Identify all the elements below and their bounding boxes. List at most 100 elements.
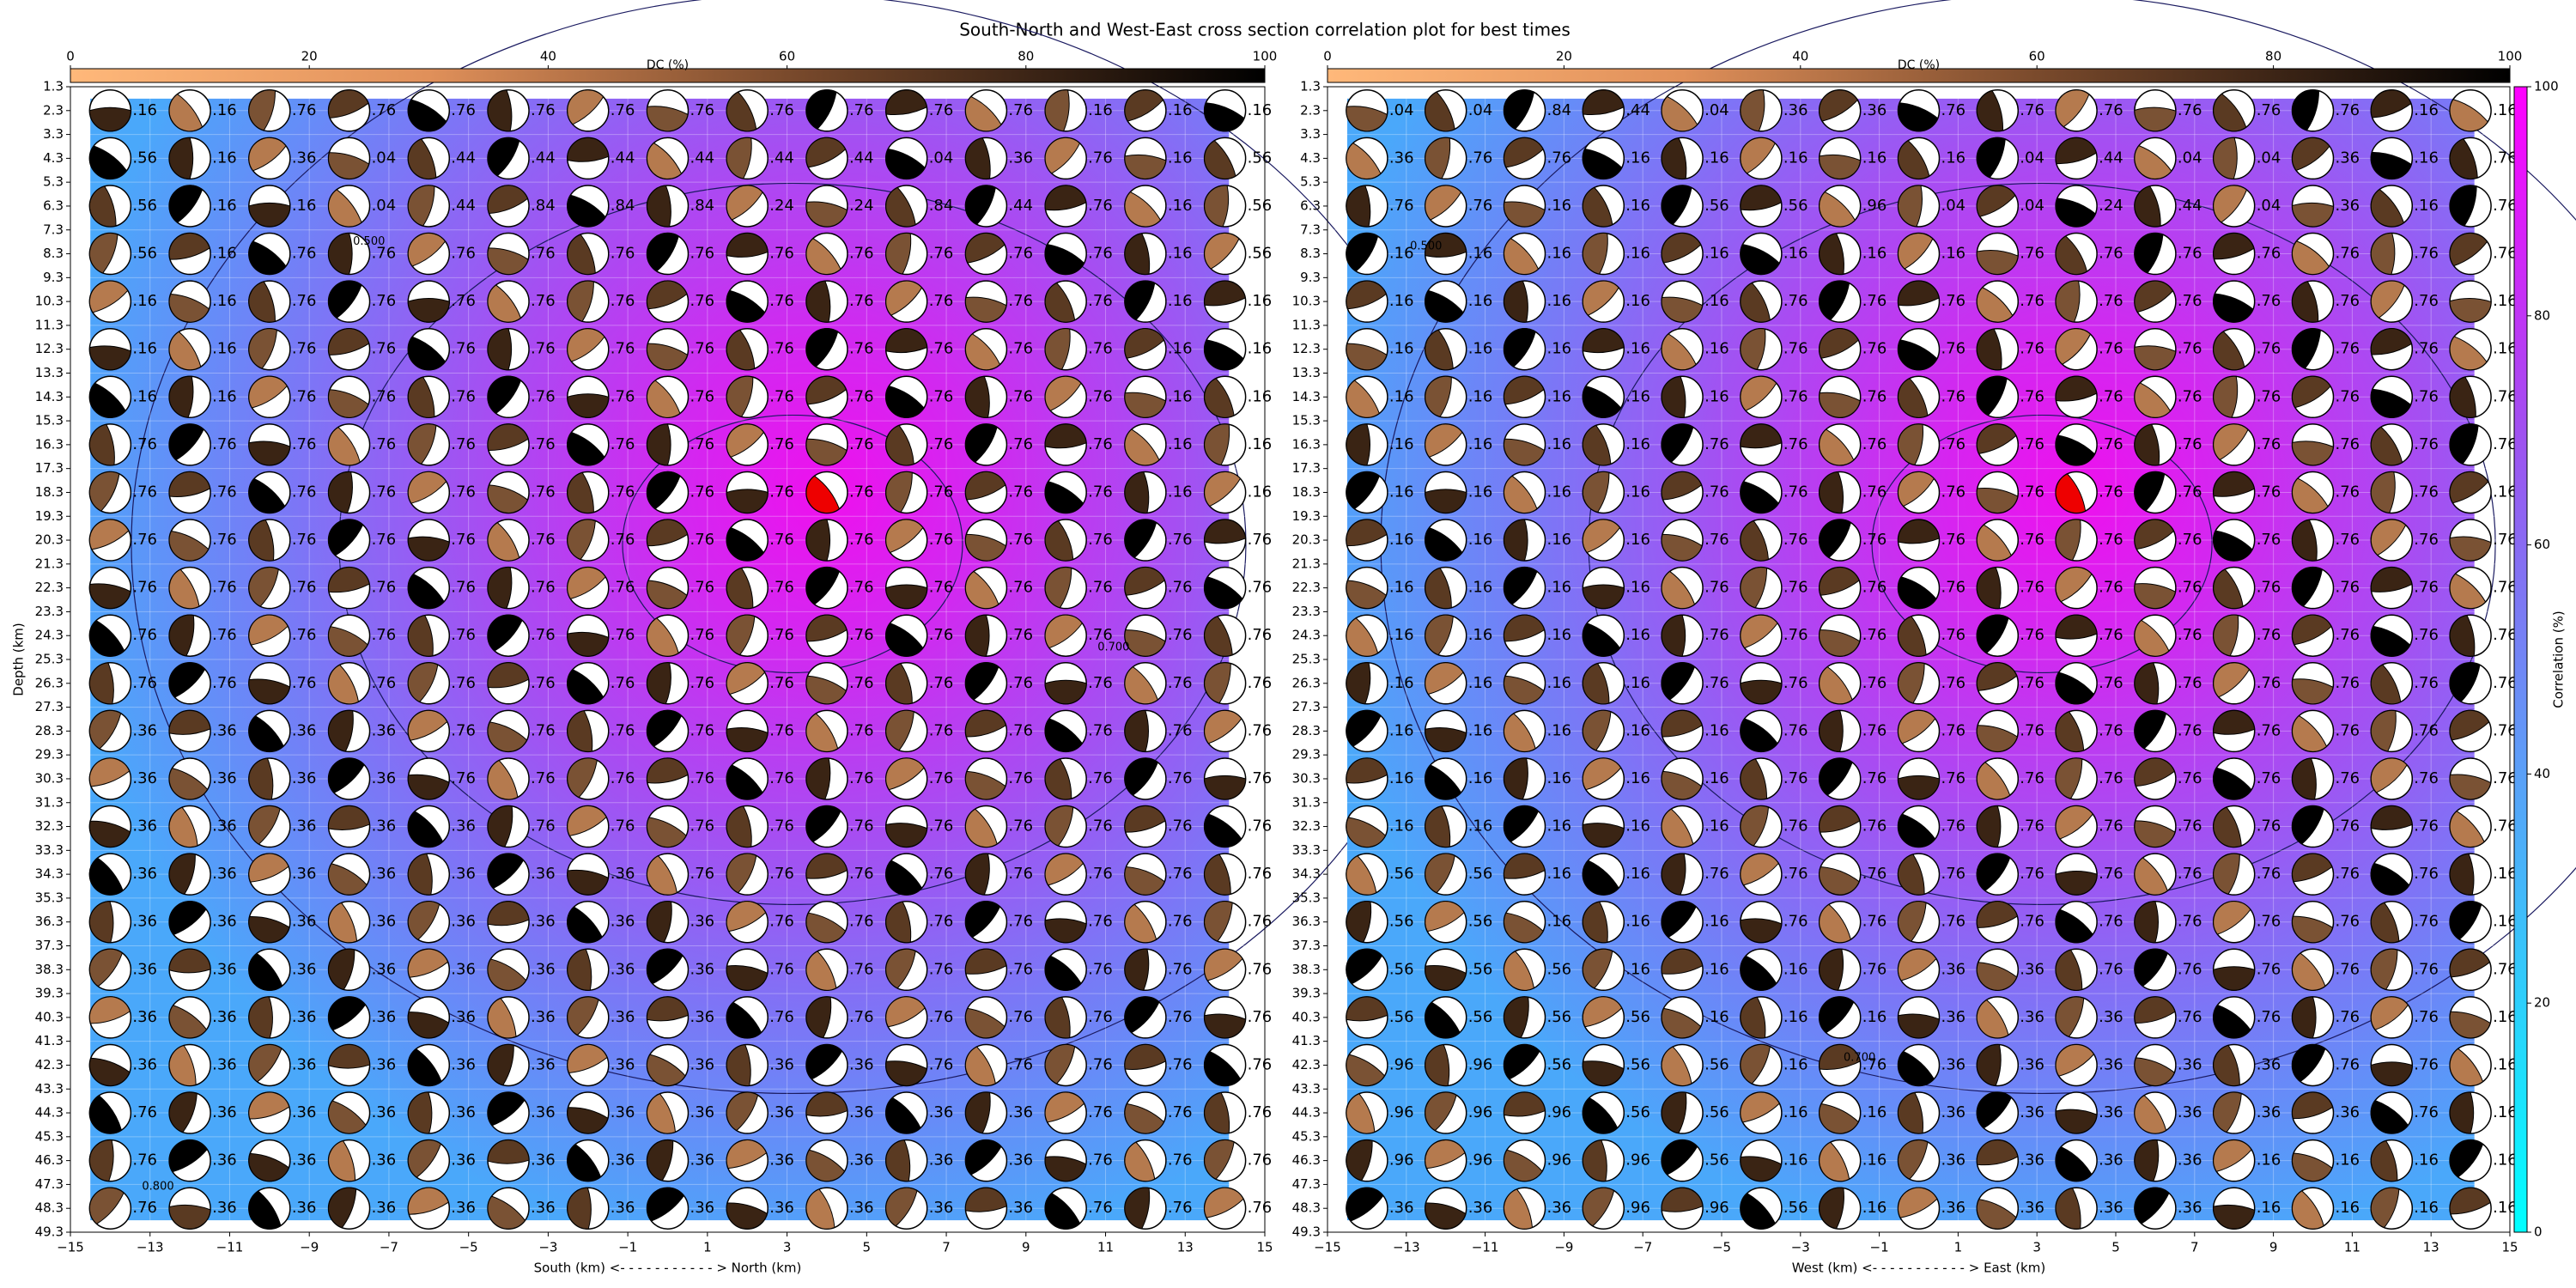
- beachball-quadrant: [2055, 434, 2096, 465]
- beachball-quadrant: [1204, 576, 1243, 610]
- correlation-label: .76: [2257, 292, 2281, 310]
- y-tick-label: 32.3: [1292, 818, 1321, 834]
- beachball-quadrant: [1504, 438, 1546, 466]
- beachball-quadrant: [726, 526, 765, 562]
- beachball-quadrant: [2055, 89, 2090, 128]
- beachball-quadrant: [2449, 1048, 2484, 1086]
- correlation-label: .16: [2493, 292, 2518, 310]
- beachball-quadrant: [1661, 770, 1703, 800]
- correlation-label: .36: [1008, 149, 1033, 167]
- beachball-quadrant: [1044, 918, 1087, 944]
- correlation-label: .76: [929, 1055, 954, 1073]
- correlation-label: .16: [1389, 674, 1414, 692]
- beachball-quadrant: [1976, 250, 2019, 276]
- beachball-quadrant: [1976, 375, 2008, 416]
- correlation-label: .76: [1088, 626, 1113, 644]
- correlation-label: .76: [849, 531, 874, 549]
- beachball-quadrant: [2213, 375, 2239, 418]
- dc-tick-label: 80: [2265, 49, 2281, 64]
- correlation-label: .76: [849, 579, 874, 597]
- correlation-label: .16: [1547, 769, 1572, 787]
- beachball-quadrant: [168, 1044, 197, 1086]
- beachball-quadrant: [965, 185, 996, 225]
- beachball-quadrant: [2449, 811, 2485, 848]
- beachball-quadrant: [1124, 280, 1156, 321]
- beachball-quadrant: [1425, 329, 1454, 371]
- correlation-label: .36: [2099, 1008, 2123, 1026]
- beachball-quadrant: [2449, 710, 2490, 741]
- beachball-quadrant: [1898, 1091, 1923, 1134]
- correlation-label: .36: [849, 1103, 874, 1121]
- beachball-quadrant: [248, 1152, 289, 1182]
- beachball-quadrant: [2292, 805, 2324, 845]
- correlation-label: .76: [2257, 913, 2281, 931]
- y-tick-label: 37.3: [1292, 938, 1321, 953]
- beachball-quadrant: [1346, 1188, 1384, 1222]
- correlation-label: .56: [132, 149, 157, 167]
- correlation-label: .76: [1168, 626, 1193, 644]
- beachball-quadrant: [1898, 1139, 1929, 1180]
- y-tick-label: 23.3: [35, 604, 64, 619]
- correlation-label: .76: [1941, 387, 1966, 405]
- beachball-quadrant: [2371, 1187, 2400, 1229]
- correlation-label: .36: [292, 913, 317, 931]
- x-tick-label: 9: [1022, 1240, 1030, 1255]
- beachball-quadrant: [1898, 378, 1929, 418]
- beachball-quadrant: [2055, 235, 2088, 275]
- beachball-quadrant: [2134, 423, 2160, 466]
- beachball-quadrant: [1819, 1141, 1850, 1182]
- beachball-quadrant: [1898, 1013, 1940, 1039]
- beachball-quadrant: [1819, 948, 1844, 991]
- beachball-quadrant: [1504, 951, 1534, 991]
- beachball-quadrant: [805, 713, 839, 752]
- correlation-label: .76: [849, 435, 874, 453]
- beachball-quadrant: [1346, 519, 1388, 547]
- beachball-quadrant: [2449, 423, 2479, 465]
- beachball-quadrant: [885, 233, 912, 275]
- beachball-quadrant: [1044, 1156, 1087, 1182]
- correlation-label: .76: [1168, 721, 1193, 739]
- beachball-quadrant: [647, 901, 672, 943]
- correlation-label: .76: [1088, 674, 1113, 692]
- beachball-quadrant: [328, 519, 364, 556]
- correlation-label: .36: [1389, 1199, 1414, 1217]
- correlation-label: .96: [1389, 1151, 1414, 1170]
- beachball-quadrant: [726, 1139, 768, 1170]
- y-tick-label: 45.3: [1292, 1128, 1321, 1144]
- beachball-quadrant: [1661, 1187, 1704, 1212]
- correlation-label: .76: [212, 435, 237, 453]
- beachball-quadrant: [1346, 948, 1383, 985]
- correlation-label: .76: [1088, 913, 1113, 931]
- correlation-label: .76: [2257, 674, 2281, 692]
- beachball-quadrant: [1124, 1141, 1156, 1182]
- beachball-quadrant: [2292, 757, 2317, 800]
- beachball-quadrant: [328, 709, 354, 752]
- correlation-label: .16: [1389, 769, 1414, 787]
- beachball-quadrant: [1504, 1149, 1543, 1182]
- beachball-quadrant: [567, 906, 603, 943]
- y-tick-label: 28.3: [35, 723, 64, 738]
- beachball-quadrant: [805, 1043, 843, 1080]
- correlation-label: .76: [769, 435, 794, 453]
- correlation-label: .76: [1008, 960, 1033, 978]
- beachball-quadrant: [1045, 996, 1071, 1039]
- beachball-quadrant: [965, 1091, 991, 1134]
- correlation-label: .76: [690, 292, 715, 310]
- beachball-quadrant: [1898, 471, 1935, 507]
- correlation-label: .16: [1704, 340, 1729, 358]
- beachball-quadrant: [805, 438, 848, 466]
- correlation-label: .36: [769, 1103, 794, 1121]
- correlation-label: .76: [1248, 531, 1273, 549]
- correlation-label: .76: [2020, 292, 2044, 310]
- beachball-quadrant: [1661, 710, 1703, 738]
- beachball-quadrant: [1204, 140, 1236, 179]
- beachball-quadrant: [1204, 519, 1247, 544]
- correlation-label: .76: [2493, 197, 2518, 215]
- correlation-label: .76: [2414, 483, 2439, 501]
- correlation-label: .76: [1862, 721, 1887, 739]
- correlation-label: .16: [1783, 1008, 1808, 1026]
- correlation-label: .76: [2099, 435, 2123, 453]
- correlation-label: .16: [1468, 531, 1493, 549]
- beachball-quadrant: [2134, 1139, 2160, 1182]
- beachball-quadrant: [1661, 1139, 1698, 1176]
